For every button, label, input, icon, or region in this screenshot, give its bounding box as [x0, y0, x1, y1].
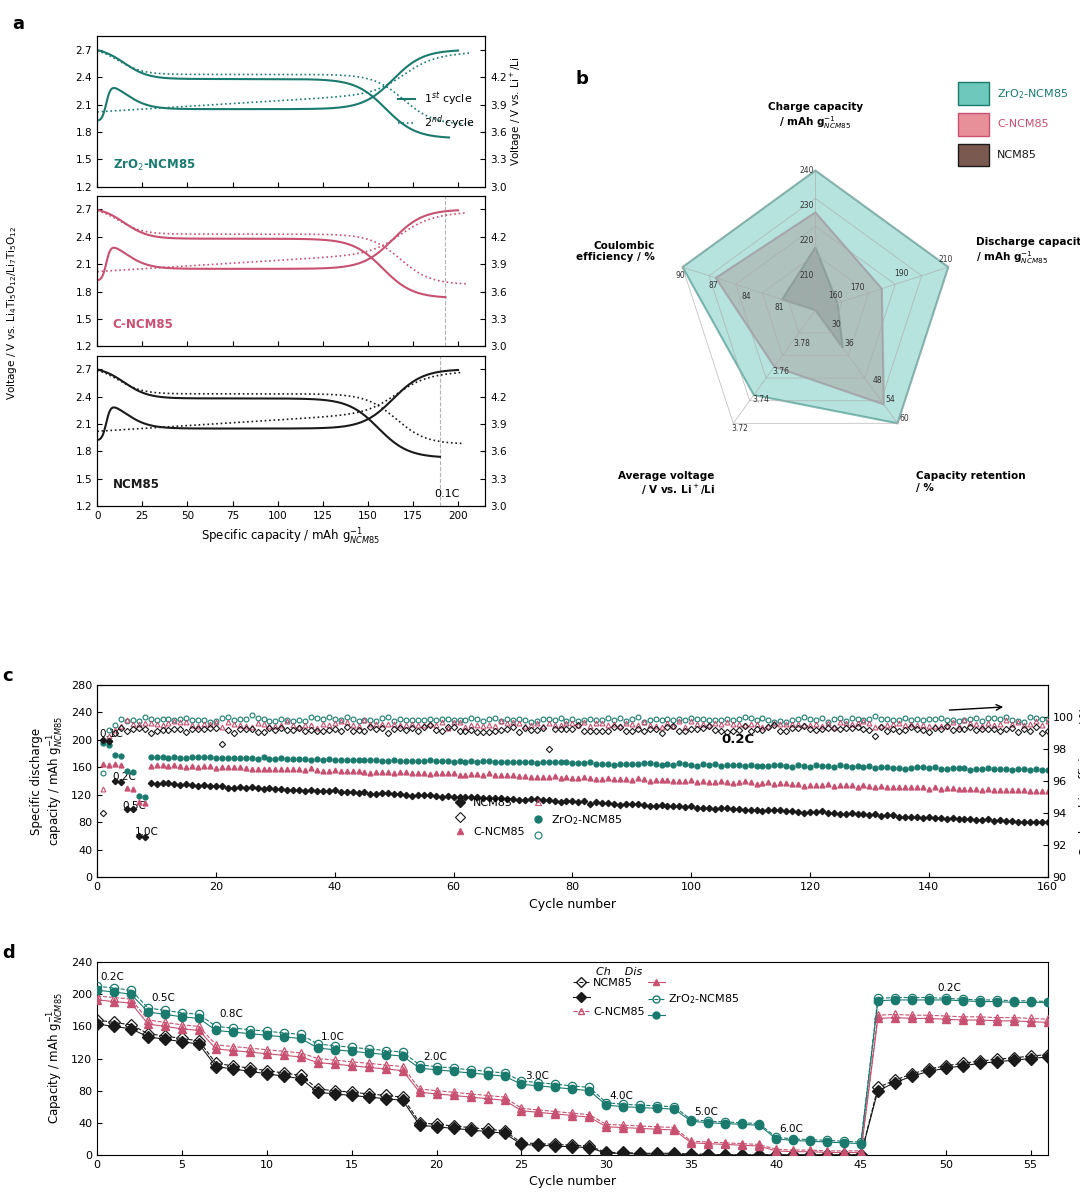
Text: 240: 240	[800, 166, 814, 174]
Polygon shape	[716, 213, 883, 404]
Text: 3.76: 3.76	[772, 367, 789, 377]
Text: ZrO$_2$-NCM85: ZrO$_2$-NCM85	[112, 158, 195, 173]
Polygon shape	[782, 248, 842, 348]
Text: Ch    Dis: Ch Dis	[596, 967, 643, 977]
Y-axis label: Capacity / mAh g$^{-1}_{NCM85}$: Capacity / mAh g$^{-1}_{NCM85}$	[45, 992, 66, 1125]
Y-axis label: Specific discharge
capacity / mAh g$^{-1}_{NCM85}$: Specific discharge capacity / mAh g$^{-1…	[29, 716, 66, 846]
Text: Discharge capacity
/ mAh g$^{-1}_{NCM85}$: Discharge capacity / mAh g$^{-1}_{NCM85}…	[976, 237, 1080, 266]
Text: 48: 48	[873, 377, 881, 385]
Text: 1.0C: 1.0C	[321, 1032, 346, 1042]
Text: 87: 87	[708, 282, 718, 290]
Text: 210: 210	[800, 271, 814, 280]
Text: Voltage / V vs. Li$_4$Ti$_5$O$_{12}$/Li$_7$Ti$_5$O$_{12}$: Voltage / V vs. Li$_4$Ti$_5$O$_{12}$/Li$…	[5, 226, 19, 399]
X-axis label: Cycle number: Cycle number	[529, 1175, 616, 1189]
Text: 0.2C: 0.2C	[112, 772, 136, 782]
Text: 210: 210	[939, 255, 953, 263]
Text: ZrO$_2$-NCM85: ZrO$_2$-NCM85	[997, 87, 1068, 101]
Text: 0.8C: 0.8C	[219, 1009, 243, 1019]
Bar	[958, 83, 988, 105]
Text: 230: 230	[800, 201, 814, 211]
Text: 60: 60	[900, 414, 909, 423]
Polygon shape	[683, 171, 948, 423]
Text: 2.0C: 2.0C	[423, 1053, 447, 1062]
Text: Coulombic
efficiency / %: Coulombic efficiency / %	[576, 241, 654, 262]
Text: d: d	[2, 944, 15, 962]
Text: Capacity retention
/ %: Capacity retention / %	[916, 472, 1026, 492]
Text: 220: 220	[800, 236, 814, 245]
Text: 0.2C: 0.2C	[937, 983, 961, 994]
Text: 0.5C: 0.5C	[123, 801, 147, 811]
Text: a: a	[12, 14, 24, 32]
Text: 3.72: 3.72	[731, 423, 748, 433]
Text: Average voltage
/ V vs. Li$^+$/Li: Average voltage / V vs. Li$^+$/Li	[619, 472, 715, 497]
Text: C-NCM85: C-NCM85	[997, 119, 1049, 130]
Text: 3.0C: 3.0C	[525, 1071, 549, 1080]
Text: 5.0C: 5.0C	[694, 1107, 718, 1116]
Text: 54: 54	[886, 395, 895, 404]
Text: C-NCM85: C-NCM85	[112, 319, 174, 331]
Text: 160: 160	[827, 291, 842, 300]
Text: NCM85: NCM85	[112, 478, 160, 491]
Text: 0.2C: 0.2C	[721, 734, 754, 746]
Text: 6.0C: 6.0C	[780, 1125, 804, 1134]
Text: c: c	[2, 666, 13, 685]
X-axis label: Cycle number: Cycle number	[529, 897, 616, 911]
Y-axis label: Voltage / V vs. Li$^+$/Li: Voltage / V vs. Li$^+$/Li	[510, 57, 525, 166]
Text: 3.78: 3.78	[793, 339, 810, 348]
X-axis label: Specific capacity / mAh g$^{-1}_{NCM85}$: Specific capacity / mAh g$^{-1}_{NCM85}$	[202, 527, 381, 546]
Text: 0.1C: 0.1C	[434, 490, 460, 499]
Legend: 1$^{st}$ cycle, 2$^{nd}$ cycle: 1$^{st}$ cycle, 2$^{nd}$ cycle	[394, 87, 480, 137]
Text: 30: 30	[831, 320, 840, 328]
Text: 3.74: 3.74	[752, 396, 769, 404]
Legend: NCM85, , C-NCM85, , ZrO$_2$-NCM85, : NCM85, , C-NCM85, , ZrO$_2$-NCM85,	[445, 794, 626, 846]
Text: 170: 170	[850, 284, 864, 292]
Text: 0.5C: 0.5C	[151, 992, 175, 1003]
Legend: NCM85, , C-NCM85, , ZrO$_2$-NCM85, : NCM85, , C-NCM85, , ZrO$_2$-NCM85,	[568, 973, 743, 1025]
Text: 36: 36	[845, 338, 854, 348]
Text: 0.2C: 0.2C	[100, 972, 124, 982]
Text: 84: 84	[742, 292, 752, 301]
Text: 81: 81	[774, 303, 784, 312]
Text: 4.0C: 4.0C	[610, 1091, 634, 1101]
Text: Charge capacity
/ mAh g$^{-1}_{NCM85}$: Charge capacity / mAh g$^{-1}_{NCM85}$	[768, 102, 863, 131]
Text: 1.0C: 1.0C	[135, 826, 159, 837]
Text: b: b	[575, 70, 588, 88]
Bar	[958, 113, 988, 136]
Text: 0.1C: 0.1C	[99, 729, 123, 739]
Text: 90: 90	[675, 271, 685, 279]
Text: 190: 190	[894, 269, 908, 278]
Bar	[958, 144, 988, 166]
Text: NCM85: NCM85	[997, 150, 1037, 160]
